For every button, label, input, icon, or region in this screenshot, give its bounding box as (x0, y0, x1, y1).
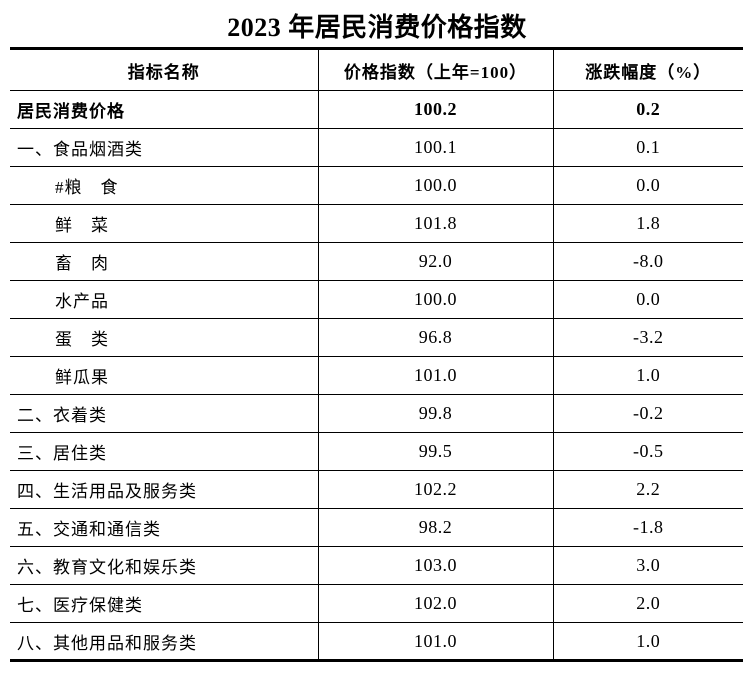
price-index-cell: 102.2 (318, 470, 554, 509)
price-index-cell: 100.2 (318, 90, 554, 129)
price-index-cell: 99.8 (318, 394, 554, 433)
change-cell: 3.0 (553, 546, 743, 585)
table-row: 六、教育文化和娱乐类 103.0 3.0 (10, 546, 743, 585)
price-index-cell: 98.2 (318, 508, 554, 547)
page-title: 2023 年居民消费价格指数 (227, 13, 527, 42)
table-row: 鲜 菜 101.8 1.8 (10, 204, 743, 243)
change-cell: 1.0 (553, 356, 743, 395)
table-row: 七、医疗保健类 102.0 2.0 (10, 584, 743, 623)
table-row: 蛋 类 96.8 -3.2 (10, 318, 743, 357)
price-index-cell: 100.0 (318, 166, 554, 205)
price-index-cell: 103.0 (318, 546, 554, 585)
table-row: 居民消费价格 100.2 0.2 (10, 90, 743, 129)
change-cell: 0.1 (553, 128, 743, 167)
table-row: 三、居住类 99.5 -0.5 (10, 432, 743, 471)
price-index-cell: 96.8 (318, 318, 554, 357)
indicator-name-cell: 二、衣着类 (10, 394, 319, 433)
indicator-name-cell: 居民消费价格 (10, 90, 319, 129)
change-cell: 0.0 (553, 166, 743, 205)
indicator-name-cell: 六、教育文化和娱乐类 (10, 546, 319, 585)
table-row: 畜 肉 92.0 -8.0 (10, 242, 743, 281)
table-header-row: 指标名称 价格指数（上年=100） 涨跌幅度（%） (10, 48, 743, 91)
indicator-name-cell: 鲜 菜 (10, 204, 319, 243)
table-row: 五、交通和通信类 98.2 -1.8 (10, 508, 743, 547)
indicator-name-cell: 四、生活用品及服务类 (10, 470, 319, 509)
price-index-cell: 101.0 (318, 622, 554, 661)
indicator-name-cell: 鲜瓜果 (10, 356, 319, 395)
table-row: 水产品 100.0 0.0 (10, 280, 743, 319)
table-row: #粮 食 100.0 0.0 (10, 166, 743, 205)
price-index-cell: 101.0 (318, 356, 554, 395)
change-cell: -8.0 (553, 242, 743, 281)
indicator-name-cell: 畜 肉 (10, 242, 319, 281)
indicator-name-cell: #粮 食 (10, 166, 319, 205)
table-row: 鲜瓜果 101.0 1.0 (10, 356, 743, 395)
indicator-name-cell: 八、其他用品和服务类 (10, 622, 319, 661)
change-cell: -0.2 (553, 394, 743, 433)
change-cell: -1.8 (553, 508, 743, 547)
change-cell: -3.2 (553, 318, 743, 357)
indicator-name-cell: 七、医疗保健类 (10, 584, 319, 623)
table-row: 一、食品烟酒类 100.1 0.1 (10, 128, 743, 167)
price-index-cell: 92.0 (318, 242, 554, 281)
col-header-change: 涨跌幅度（%） (553, 48, 743, 91)
col-header-price-index: 价格指数（上年=100） (318, 48, 554, 91)
indicator-name-cell: 一、食品烟酒类 (10, 128, 319, 167)
change-cell: 0.2 (553, 90, 743, 129)
col-header-indicator: 指标名称 (10, 48, 319, 91)
indicator-name-cell: 三、居住类 (10, 432, 319, 471)
table-row: 二、衣着类 99.8 -0.2 (10, 394, 743, 433)
change-cell: 2.0 (553, 584, 743, 623)
price-index-cell: 102.0 (318, 584, 554, 623)
price-index-cell: 99.5 (318, 432, 554, 471)
indicator-name-cell: 五、交通和通信类 (10, 508, 319, 547)
change-cell: -0.5 (553, 432, 743, 471)
price-index-cell: 100.0 (318, 280, 554, 319)
change-cell: 0.0 (553, 280, 743, 319)
indicator-name-cell: 蛋 类 (10, 318, 319, 357)
cpi-table: 指标名称 价格指数（上年=100） 涨跌幅度（%） 居民消费价格 100.2 0… (10, 47, 743, 662)
change-cell: 1.8 (553, 204, 743, 243)
price-index-cell: 101.8 (318, 204, 554, 243)
change-cell: 1.0 (553, 622, 743, 661)
indicator-name-cell: 水产品 (10, 280, 319, 319)
table-row: 四、生活用品及服务类 102.2 2.2 (10, 470, 743, 509)
table-row: 八、其他用品和服务类 101.0 1.0 (10, 622, 743, 661)
price-index-cell: 100.1 (318, 128, 554, 167)
change-cell: 2.2 (553, 470, 743, 509)
